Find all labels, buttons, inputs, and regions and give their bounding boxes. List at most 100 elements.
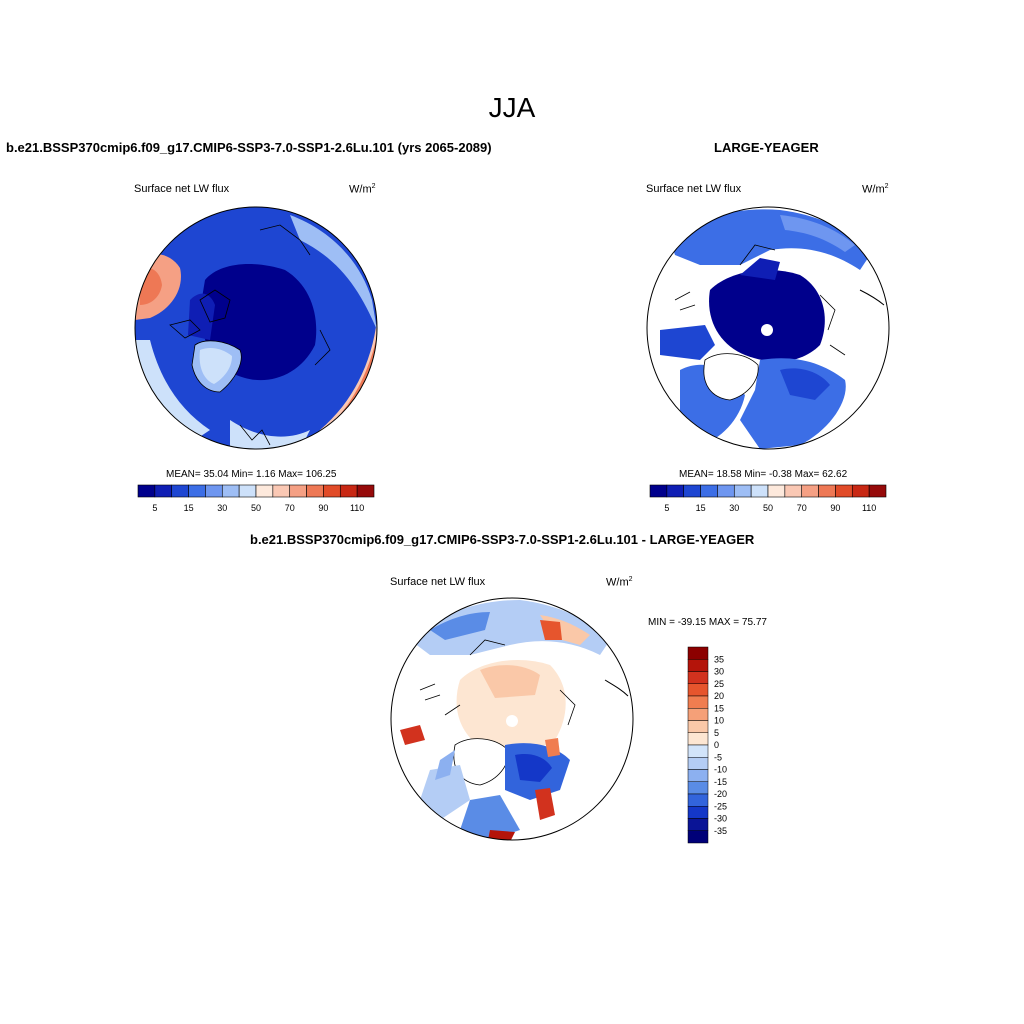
colorbar-tick-label: -20 [714, 789, 727, 799]
map3-pole [506, 715, 518, 727]
panel1-variable: Surface net LW flux [134, 183, 230, 195]
colorbar-tick-label: 5 [714, 728, 719, 738]
colorbar-swatch [687, 708, 709, 721]
colorbar-tick-label: 30 [729, 503, 739, 513]
colorbar-tick-label: -5 [714, 752, 722, 762]
panel2-units: W/m2 [862, 183, 889, 196]
colorbar-tick-label: -30 [714, 814, 727, 824]
colorbar-tick-label: 15 [714, 703, 724, 713]
map3-border [390, 597, 634, 841]
colorbar-1: 51530507090110130 [137, 484, 375, 513]
colorbar-swatch [687, 659, 709, 672]
panel1-title: b.e21.BSSP370cmip6.f09_g17.CMIP6-SSP3-7.… [6, 140, 492, 155]
colorbar-swatch [687, 818, 709, 831]
map2-polar-plot [647, 207, 889, 449]
colorbar-swatch [687, 830, 709, 844]
colorbar-swatch [868, 484, 887, 498]
colorbar-swatch [687, 671, 709, 684]
map2-arctic-core [709, 270, 825, 362]
colorbar-tick-label: 25 [714, 679, 724, 689]
colorbar-tick-label: 15 [696, 503, 706, 513]
colorbar-swatch [801, 484, 819, 498]
colorbar-swatch [205, 484, 223, 498]
colorbar-swatch [687, 683, 709, 697]
panel3-units: W/m2 [606, 576, 633, 589]
colorbar-swatch [137, 484, 156, 498]
colorbar-swatch [339, 484, 358, 498]
map1-border [134, 206, 378, 450]
panel3-variable: Surface net LW flux [390, 576, 486, 588]
colorbar-3: 35 30 25 20 15 10 5 0 -5 -10 -15 -20 -25 -30 -35 [687, 646, 727, 844]
panel2-title: LARGE-YEAGER [714, 140, 819, 155]
colorbar-swatch [683, 484, 701, 498]
colorbar-swatch [171, 484, 189, 498]
colorbar-swatch [154, 484, 173, 498]
colorbar-swatch [818, 484, 836, 498]
colorbar-tick-label: 50 [763, 503, 773, 513]
colorbar-tick-label: -35 [714, 826, 727, 836]
map2-border [646, 206, 890, 450]
colorbar-swatch [700, 484, 718, 498]
colorbar-swatch [255, 484, 274, 498]
map3-polar-plot [391, 598, 633, 840]
colorbar-tick-label: 5 [664, 503, 669, 513]
colorbar-tick-label: 30 [714, 667, 724, 677]
panel1-stats: MEAN= 35.04 Min= 1.16 Max= 106.25 [166, 469, 337, 480]
panel1-units: W/m2 [349, 183, 376, 196]
colorbar-swatch [687, 720, 709, 733]
map3-ocean-top [410, 600, 610, 655]
colorbar-tick-label: 0 [714, 740, 719, 750]
map3-red-coast-left [400, 725, 425, 745]
colorbar-swatch [733, 484, 752, 498]
panel2-variable: Surface net LW flux [646, 183, 742, 195]
map1-polar-plot [135, 207, 377, 449]
colorbar-swatch [221, 484, 240, 498]
colorbar-tick-label: 35 [714, 654, 724, 664]
colorbar-swatch [666, 484, 685, 498]
colorbar-swatch [306, 484, 324, 498]
map3-arctic-core [456, 660, 566, 752]
colorbar-swatch [687, 732, 709, 746]
colorbar-tick-label: 30 [217, 503, 227, 513]
colorbar-tick-label: 50 [251, 503, 261, 513]
panel3-stats: MIN = -39.15 MAX = 75.77 [648, 617, 767, 628]
colorbar-swatch [289, 484, 307, 498]
colorbar-tick-label: 70 [797, 503, 807, 513]
main-title: JJA [488, 92, 536, 123]
colorbar-tick-label: 20 [714, 691, 724, 701]
colorbar-tick-label: -15 [714, 777, 727, 787]
colorbar-swatch [750, 484, 769, 498]
colorbar-tick-label: 90 [318, 503, 328, 513]
colorbar-swatch [687, 793, 709, 807]
colorbar-swatch [272, 484, 291, 498]
colorbar-swatch [687, 695, 709, 709]
colorbar-2: 51530507090110130 [649, 484, 887, 513]
colorbar-tick-label: 110 [350, 503, 364, 513]
colorbar-swatch [323, 484, 341, 498]
colorbar-tick-label: 70 [285, 503, 295, 513]
colorbar-tick-label: 15 [184, 503, 194, 513]
colorbar-swatch [835, 484, 853, 498]
colorbar-swatch [687, 757, 709, 770]
panel2-stats: MEAN= 18.58 Min= -0.38 Max= 62.62 [679, 469, 848, 480]
colorbar-swatch [687, 781, 709, 795]
colorbar-swatch [687, 806, 709, 819]
colorbar-swatch [767, 484, 786, 498]
colorbar-tick-label: 5 [152, 503, 157, 513]
colorbar-swatch [687, 646, 709, 660]
colorbar-tick-label: 110 [862, 503, 876, 513]
colorbar-swatch [717, 484, 735, 498]
colorbar-swatch [356, 484, 375, 498]
map2-greenland [703, 353, 759, 401]
colorbar-swatch [687, 744, 709, 758]
colorbar-swatch [238, 484, 257, 498]
map2-pole [761, 324, 773, 336]
colorbar-tick-label: -10 [714, 765, 727, 775]
colorbar-tick-label: 10 [714, 716, 724, 726]
colorbar-swatch [649, 484, 668, 498]
colorbar-swatch [851, 484, 870, 498]
colorbar-tick-label: -25 [714, 801, 727, 811]
colorbar-swatch [784, 484, 803, 498]
colorbar-tick-label: 90 [830, 503, 840, 513]
